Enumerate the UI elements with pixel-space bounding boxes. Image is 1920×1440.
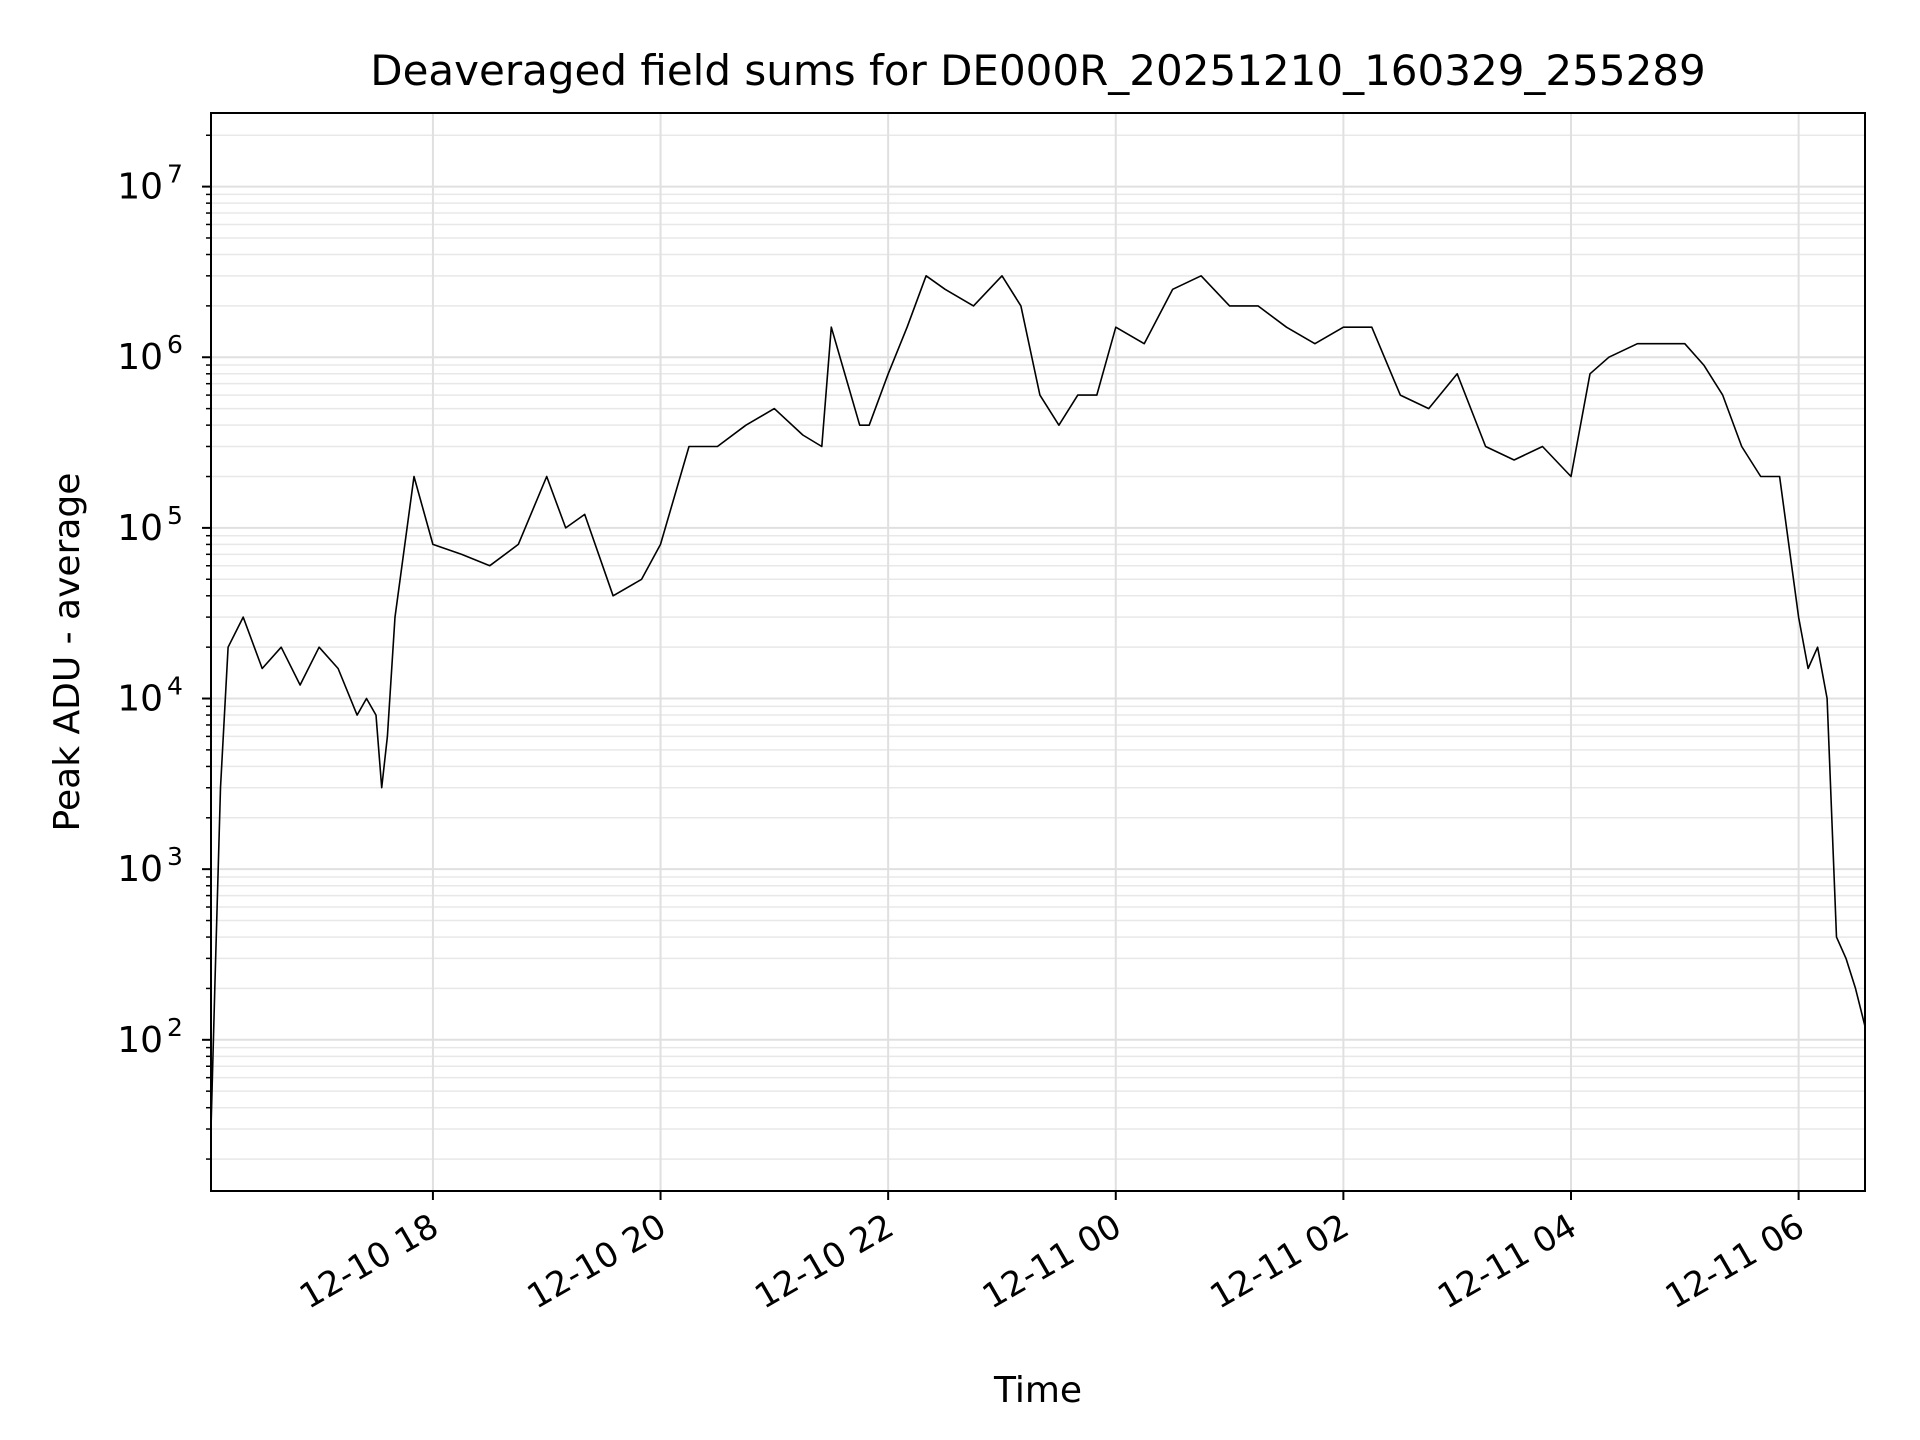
y-tick-label-exponent: 6 — [167, 330, 183, 359]
plot-frame — [210, 112, 1866, 1192]
y-tick-label-exponent: 4 — [167, 672, 183, 701]
chart-title: Deaveraged field sums for DE000R_2025121… — [370, 46, 1706, 95]
x-axis-label: Time — [993, 1370, 1082, 1411]
series-layer — [210, 274, 1866, 1130]
y-tick-label: 10 — [117, 167, 163, 208]
y-tick-label: 10 — [117, 508, 163, 549]
y-tick-label: 10 — [117, 679, 163, 720]
series-line — [210, 274, 1866, 1130]
y-tick-label-exponent: 5 — [167, 501, 183, 530]
y-tick-label-exponent: 3 — [167, 842, 183, 871]
y-tick-label: 10 — [117, 849, 163, 890]
y-tick-label: 10 — [117, 337, 163, 378]
y-tick-label: 10 — [117, 1020, 163, 1061]
y-axis-label: Peak ADU - average — [47, 473, 88, 832]
y-tick-label-exponent: 2 — [167, 1013, 183, 1042]
y-tick-label-exponent: 7 — [167, 160, 183, 189]
